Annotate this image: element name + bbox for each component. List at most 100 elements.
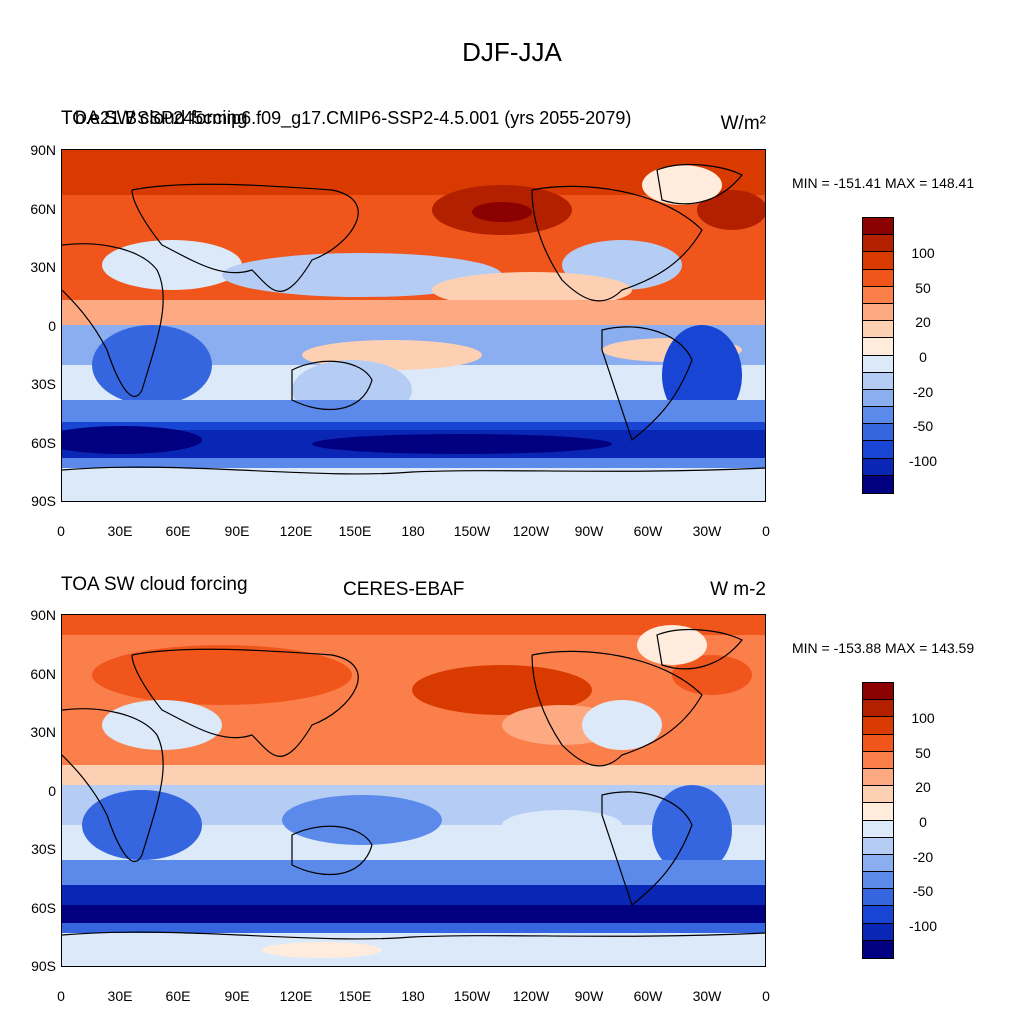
colorbar-swatch — [863, 940, 893, 958]
lon-label: 60W — [633, 523, 663, 539]
lat-label: 60S — [31, 900, 56, 916]
colorbar-swatch — [863, 269, 893, 287]
colorbar-label: 100 — [911, 245, 935, 261]
colorbar-label: -20 — [912, 384, 934, 400]
lon-label: 150W — [453, 523, 491, 539]
colorbar-swatch — [863, 837, 893, 855]
lat-label: 30N — [30, 259, 56, 275]
min-max-label: MIN = -153.88 MAX = 143.59 — [792, 640, 975, 656]
colorbar-label: 50 — [915, 745, 931, 761]
colorbar-swatch — [863, 854, 893, 873]
lon-label: 180 — [401, 988, 425, 1004]
colorbar-swatch — [863, 407, 893, 425]
panel-center-title: CERES-EBAF — [343, 579, 465, 600]
map-field — [62, 150, 765, 501]
lon-label: 120W — [512, 988, 550, 1004]
lon-label: 90W — [574, 988, 604, 1004]
colorbar-label: -100 — [908, 918, 938, 934]
panel-left-title: TOA SW cloud forcing — [61, 574, 248, 595]
lat-label: 30S — [31, 841, 56, 857]
lat-label: 60S — [31, 435, 56, 451]
lon-label: 120W — [512, 523, 550, 539]
colorbar-swatch — [863, 372, 893, 390]
lon-label: 120E — [279, 988, 313, 1004]
lat-label: 60N — [30, 201, 56, 217]
map-panel-model: TOA SW cloud forcing b.e21.BSSP245cmip6.… — [0, 0, 1024, 539]
colorbar-swatch — [863, 803, 893, 821]
lon-label: 150E — [338, 988, 372, 1004]
colorbar-label: 20 — [915, 779, 931, 795]
colorbar-swatch — [863, 923, 893, 941]
lat-label: 90N — [30, 607, 56, 623]
colorbar-swatch — [863, 286, 893, 304]
colorbar-swatch — [863, 458, 893, 476]
lat-label: 90N — [30, 142, 56, 158]
colorbar-swatch — [863, 683, 893, 701]
colorbar-swatch — [863, 906, 893, 924]
colorbar-swatch — [863, 252, 893, 270]
lon-label: 0 — [57, 988, 65, 1004]
colorbar-label: -100 — [908, 453, 938, 469]
colorbar-label: -50 — [912, 883, 934, 899]
colorbar-swatch — [863, 768, 893, 787]
colorbar-label: 100 — [911, 710, 935, 726]
colorbar-swatch — [863, 734, 893, 752]
min-max-label: MIN = -151.41 MAX = 148.41 — [792, 175, 975, 191]
lon-label: 60E — [165, 988, 191, 1004]
map-field — [62, 615, 765, 966]
colorbar-swatch — [863, 424, 893, 442]
colorbar-label: 0 — [919, 814, 927, 830]
figure-title: DJF-JJA — [462, 37, 562, 67]
lat-label: 0 — [48, 318, 56, 334]
lon-label: 30W — [692, 988, 722, 1004]
lon-label: 0 — [762, 523, 770, 539]
panel-left-title: TOA SW cloud forcing — [61, 108, 248, 129]
panel-units: W/m² — [720, 113, 766, 134]
colorbar-swatch — [863, 338, 893, 356]
colorbar-label: 0 — [919, 349, 927, 365]
colorbar-swatch — [863, 389, 893, 408]
colorbar-label: -50 — [912, 418, 934, 434]
colorbar-swatch — [863, 872, 893, 890]
lon-label: 30E — [107, 988, 133, 1004]
lon-label: 60W — [633, 988, 663, 1004]
colorbar — [862, 217, 894, 494]
lat-label: 30S — [31, 376, 56, 392]
colorbar-label: 20 — [915, 314, 931, 330]
lon-label: 0 — [57, 523, 65, 539]
panel-center-title: b.e21.BSSP245cmip6.f09_g17.CMIP6-SSP2-4.… — [75, 108, 632, 128]
lon-label: 0 — [762, 988, 770, 1004]
colorbar-swatch — [863, 441, 893, 459]
lat-label: 0 — [48, 783, 56, 799]
lon-label: 120E — [279, 523, 313, 539]
colorbar-swatch — [863, 218, 893, 236]
colorbar-swatch — [863, 475, 893, 493]
lon-label: 30W — [692, 523, 722, 539]
colorbar-swatch — [863, 700, 893, 718]
colorbar-swatch — [863, 751, 893, 769]
colorbar-swatch — [863, 355, 893, 373]
colorbar — [862, 682, 894, 959]
colorbar-swatch — [863, 717, 893, 735]
colorbar-swatch — [863, 321, 893, 339]
lon-label: 90E — [224, 988, 250, 1004]
colorbar-swatch — [863, 820, 893, 838]
lat-label: 30N — [30, 724, 56, 740]
lat-label: 90S — [31, 493, 56, 509]
colorbar-label: 50 — [915, 280, 931, 296]
colorbar-swatch — [863, 303, 893, 322]
map-plot-area — [61, 614, 766, 967]
lon-label: 60E — [165, 523, 191, 539]
lon-label: 150E — [338, 523, 372, 539]
lon-label: 150W — [453, 988, 491, 1004]
lat-label: 90S — [31, 958, 56, 974]
colorbar-swatch — [863, 235, 893, 253]
lon-label: 30E — [107, 523, 133, 539]
lon-label: 180 — [401, 523, 425, 539]
panel-units: W m-2 — [710, 579, 766, 600]
lon-label: 90W — [574, 523, 604, 539]
colorbar-swatch — [863, 786, 893, 804]
lon-label: 90E — [224, 523, 250, 539]
map-plot-area — [61, 149, 766, 502]
